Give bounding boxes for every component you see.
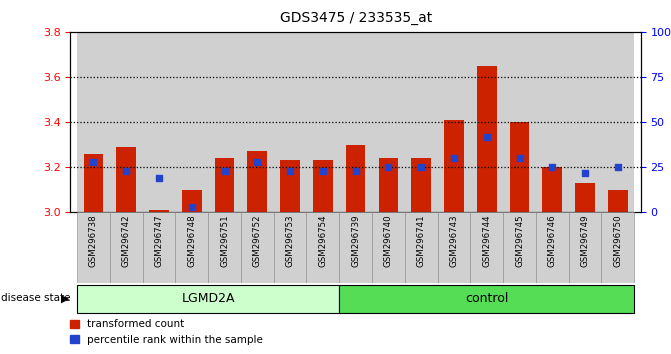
Text: GSM296753: GSM296753	[286, 215, 295, 267]
Bar	[542, 167, 562, 212]
Text: GSM296746: GSM296746	[548, 215, 557, 267]
Bar	[84, 154, 103, 212]
Bar	[510, 122, 529, 212]
Bar	[175, 212, 208, 283]
Text: GSM296750: GSM296750	[613, 215, 623, 267]
Bar	[405, 212, 437, 283]
Point	[285, 168, 295, 174]
Bar	[241, 32, 274, 212]
Bar	[280, 160, 300, 212]
Bar	[274, 212, 307, 283]
Bar	[437, 32, 470, 212]
Text: GSM296751: GSM296751	[220, 215, 229, 267]
Text: LGMD2A: LGMD2A	[181, 292, 235, 305]
Text: disease state: disease state	[1, 293, 71, 303]
Point	[317, 168, 328, 174]
Bar	[601, 212, 634, 283]
Bar	[340, 32, 372, 212]
Bar	[536, 32, 569, 212]
Bar	[116, 147, 136, 212]
Bar	[175, 32, 208, 212]
Bar	[340, 212, 372, 283]
Text: GSM296744: GSM296744	[482, 215, 491, 267]
Bar	[444, 120, 464, 212]
Bar	[307, 32, 340, 212]
Point	[154, 175, 164, 181]
Bar	[77, 285, 340, 314]
Point	[416, 164, 427, 170]
Text: GSM296742: GSM296742	[121, 215, 131, 267]
Point	[580, 170, 590, 176]
Bar	[503, 32, 536, 212]
Bar	[346, 145, 366, 212]
Point	[219, 168, 230, 174]
Bar	[182, 190, 201, 212]
Bar	[110, 212, 142, 283]
Bar	[437, 212, 470, 283]
Bar	[142, 212, 175, 283]
Text: GSM296754: GSM296754	[318, 215, 327, 267]
Bar	[208, 32, 241, 212]
Bar	[378, 158, 399, 212]
Bar	[215, 158, 234, 212]
Text: GSM296747: GSM296747	[154, 215, 164, 267]
Text: GSM296743: GSM296743	[450, 215, 458, 267]
Text: GSM296748: GSM296748	[187, 215, 196, 267]
Bar	[575, 183, 595, 212]
Bar	[142, 32, 175, 212]
Text: GSM296741: GSM296741	[417, 215, 425, 267]
Bar	[77, 32, 110, 212]
Point	[187, 204, 197, 210]
Bar	[313, 160, 333, 212]
Bar	[608, 190, 627, 212]
Point	[514, 155, 525, 161]
Point	[547, 164, 558, 170]
Bar	[405, 32, 437, 212]
Point	[252, 159, 262, 165]
Text: GSM296739: GSM296739	[351, 215, 360, 267]
Point	[88, 159, 99, 165]
Bar	[241, 212, 274, 283]
Bar	[470, 212, 503, 283]
Bar	[149, 210, 169, 212]
Point	[613, 164, 623, 170]
Text: GSM296740: GSM296740	[384, 215, 393, 267]
Bar	[503, 212, 536, 283]
Legend: transformed count, percentile rank within the sample: transformed count, percentile rank withi…	[66, 315, 268, 349]
Bar	[340, 285, 634, 314]
Bar	[77, 212, 110, 283]
Point	[350, 168, 361, 174]
Bar	[411, 158, 431, 212]
Bar	[477, 66, 497, 212]
Text: control: control	[465, 292, 509, 305]
Bar	[110, 32, 142, 212]
Point	[121, 168, 132, 174]
Bar	[307, 212, 340, 283]
Text: GSM296749: GSM296749	[580, 215, 590, 267]
Bar	[569, 212, 601, 283]
Text: GSM296745: GSM296745	[515, 215, 524, 267]
Text: GSM296738: GSM296738	[89, 215, 98, 267]
Bar	[372, 32, 405, 212]
Text: GDS3475 / 233535_at: GDS3475 / 233535_at	[280, 11, 431, 25]
Point	[481, 134, 492, 139]
Text: GSM296752: GSM296752	[253, 215, 262, 267]
Bar	[601, 32, 634, 212]
Bar	[372, 212, 405, 283]
Bar	[470, 32, 503, 212]
Text: ▶: ▶	[61, 293, 70, 303]
Bar	[208, 212, 241, 283]
Bar	[536, 212, 569, 283]
Bar	[569, 32, 601, 212]
Bar	[274, 32, 307, 212]
Point	[449, 155, 460, 161]
Bar	[248, 152, 267, 212]
Point	[383, 164, 394, 170]
